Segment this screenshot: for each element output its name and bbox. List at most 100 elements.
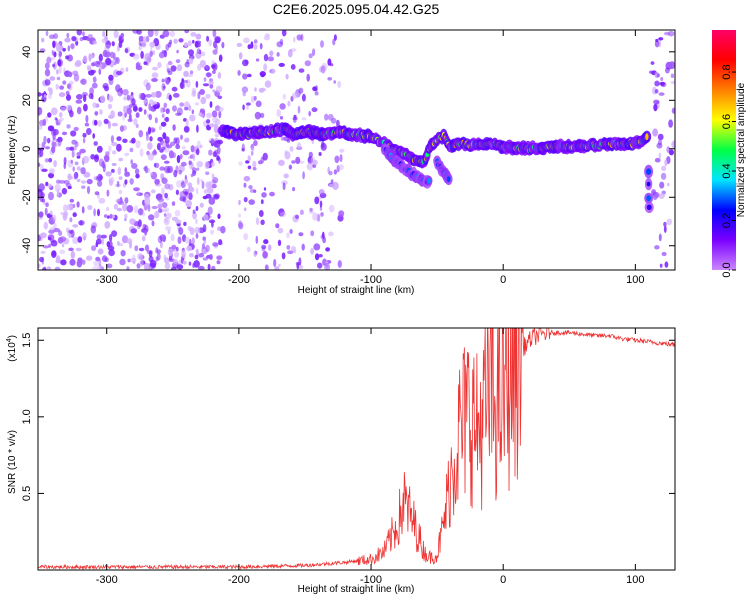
heatmap-speckle bbox=[59, 236, 67, 242]
heatmap-speckle bbox=[246, 246, 251, 252]
heatmap-speckle bbox=[44, 207, 48, 216]
heatmap-speckle bbox=[184, 137, 190, 143]
heatmap-speckle bbox=[187, 40, 192, 47]
heatmap-speckle bbox=[135, 173, 140, 179]
colorbar-tick-label: 0.8 bbox=[721, 64, 733, 79]
heatmap-speckle bbox=[657, 133, 664, 141]
heatmap-speckle bbox=[286, 245, 291, 250]
heatmap-speckle bbox=[215, 85, 223, 94]
heatmap-speckle bbox=[90, 53, 94, 59]
heatmap-speckle bbox=[194, 102, 200, 106]
heatmap-speckle bbox=[312, 212, 319, 221]
heatmap-speckle bbox=[84, 122, 90, 127]
heatmap-speckle bbox=[164, 262, 171, 270]
heatmap-speckle bbox=[311, 107, 318, 113]
heatmap-speckle bbox=[143, 99, 147, 104]
heatmap-speckle bbox=[152, 150, 158, 156]
heatmap-speckle bbox=[290, 48, 297, 52]
heatmap-speckle bbox=[167, 248, 173, 257]
heatmap-speckle bbox=[60, 106, 67, 112]
heatmap-speckle bbox=[138, 130, 144, 138]
heatmap-speckle bbox=[161, 83, 166, 92]
heatmap-speckle bbox=[278, 159, 285, 166]
heatmap-speckle bbox=[67, 159, 74, 168]
heatmap-speckle bbox=[212, 30, 217, 38]
heatmap-speckle bbox=[292, 187, 296, 192]
heatmap-speckle bbox=[49, 76, 56, 81]
heatmap-speckle bbox=[147, 142, 153, 150]
heatmap-speckle bbox=[97, 208, 100, 217]
heatmap-speckle bbox=[80, 167, 86, 175]
heatmap-speckle bbox=[320, 65, 326, 74]
heatmap-speckle bbox=[314, 196, 320, 205]
heatmap-speckle bbox=[44, 68, 51, 77]
heatmap-speckle bbox=[65, 55, 70, 60]
heatmap-speckle bbox=[73, 145, 77, 151]
heatmap-speckle bbox=[40, 232, 47, 239]
heatmap-speckle bbox=[122, 203, 128, 212]
heatmap-speckle bbox=[238, 161, 243, 166]
heatmap-speckle bbox=[189, 114, 196, 122]
heatmap-speckle bbox=[124, 48, 129, 54]
heatmap-speckle bbox=[241, 86, 249, 93]
heatmap-speckle bbox=[107, 245, 115, 251]
heatmap-speckle bbox=[192, 209, 196, 214]
heatmap-speckle bbox=[58, 92, 66, 98]
heatmap-speckle bbox=[324, 262, 330, 270]
heatmap-speckle bbox=[89, 40, 93, 45]
heatmap-speckle bbox=[146, 249, 153, 255]
heatmap-speckle bbox=[53, 160, 57, 168]
heatmap-speckle bbox=[278, 208, 285, 217]
heatmap-speckle bbox=[45, 202, 49, 208]
heatmap-speckle bbox=[253, 140, 258, 147]
heatmap-speckle bbox=[58, 50, 63, 57]
heatmap-speckle bbox=[276, 109, 282, 117]
heatmap-speckle bbox=[195, 248, 199, 254]
heatmap-speckle bbox=[287, 250, 294, 255]
heatmap-speckle bbox=[137, 208, 144, 216]
heatmap-speckle bbox=[210, 229, 215, 235]
heatmap-speckle bbox=[196, 48, 201, 55]
snr-y-multiplier-base: (x10 bbox=[7, 342, 18, 362]
heatmap-speckle bbox=[81, 259, 86, 265]
y-tick-label: 1.5 bbox=[21, 333, 33, 348]
heatmap-speckle bbox=[67, 185, 72, 190]
heatmap-speckle bbox=[302, 171, 305, 180]
heatmap-speckle bbox=[66, 94, 71, 101]
heatmap-speckle bbox=[658, 37, 664, 41]
heatmap-speckle bbox=[298, 232, 304, 237]
heatmap-speckle bbox=[154, 162, 160, 169]
heatmap-speckle bbox=[160, 121, 167, 127]
heatmap-speckle bbox=[160, 154, 167, 161]
heatmap-speckle bbox=[327, 77, 333, 81]
heatmap-speckle bbox=[255, 58, 260, 62]
heatmap-speckle bbox=[188, 57, 194, 65]
heatmap-speckle bbox=[659, 181, 665, 189]
heatmap-speckle bbox=[238, 52, 243, 60]
heatmap-speckle bbox=[111, 122, 119, 127]
heatmap-speckle bbox=[654, 157, 661, 163]
heatmap-speckle bbox=[328, 170, 333, 176]
heatmap-speckle bbox=[255, 217, 260, 226]
heatmap-speckle bbox=[202, 195, 208, 200]
heatmap-speckle bbox=[238, 220, 243, 228]
heatmap-speckle bbox=[276, 52, 280, 57]
heatmap-speckle bbox=[138, 247, 145, 252]
heatmap-speckle bbox=[201, 51, 206, 57]
heatmap-speckle bbox=[263, 63, 268, 72]
heatmap-speckle bbox=[293, 36, 296, 43]
heatmap-speckle bbox=[295, 214, 299, 219]
heatmap-speckle bbox=[165, 207, 170, 213]
heatmap-speckle bbox=[263, 239, 269, 245]
heatmap-speckle bbox=[312, 159, 318, 166]
heatmap-speckle bbox=[159, 107, 164, 114]
heatmap-speckle bbox=[174, 209, 181, 217]
heatmap-speckle bbox=[306, 162, 314, 171]
heatmap-speckle bbox=[129, 178, 134, 185]
heatmap-speckle bbox=[282, 182, 286, 191]
heatmap-speckle bbox=[243, 207, 247, 212]
heatmap-speckle bbox=[193, 260, 200, 268]
heatmap-speckle bbox=[339, 154, 343, 163]
heatmap-speckle bbox=[668, 149, 675, 156]
heatmap-speckle bbox=[87, 34, 93, 39]
